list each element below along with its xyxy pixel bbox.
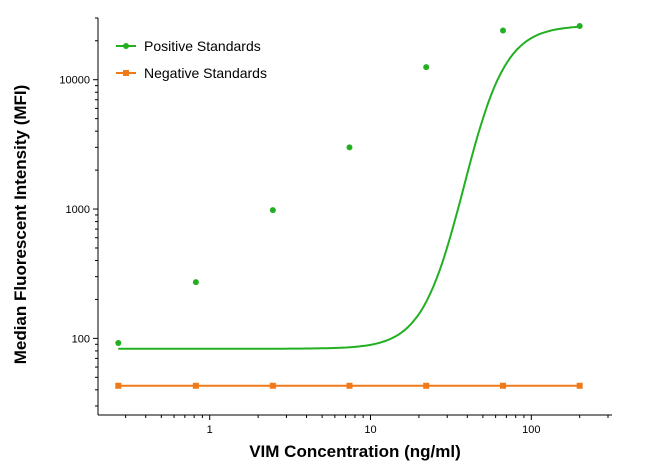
data-point	[269, 382, 276, 389]
series-positive	[115, 23, 583, 350]
data-point	[423, 382, 430, 389]
legend-marker	[123, 43, 129, 49]
y-tick-label: 1000	[66, 204, 90, 216]
y-tick-label: 100	[72, 333, 90, 345]
data-point	[423, 64, 430, 71]
x-axis: 1 10 100	[98, 414, 612, 436]
data-point	[500, 27, 507, 34]
y-axis: 100 1000 10000	[59, 17, 99, 415]
series-negative	[115, 382, 583, 389]
data-point	[346, 382, 353, 389]
y-tick-label: 10000	[59, 75, 90, 87]
x-tick-label: 100	[522, 424, 540, 436]
data-point	[192, 279, 199, 286]
data-point	[192, 382, 199, 389]
legend-marker	[123, 70, 129, 76]
y-axis-title: Median Fluorescent Intensity (MFI)	[11, 85, 30, 365]
data-point	[576, 382, 583, 389]
series-line	[118, 25, 579, 350]
x-axis-title: VIM Concentration (ng/ml)	[249, 442, 461, 461]
legend-label: Positive Standards	[144, 38, 261, 54]
plot-area	[115, 23, 583, 389]
legend-label: Negative Standards	[144, 65, 267, 81]
x-tick-label: 10	[364, 424, 376, 436]
data-point	[115, 340, 122, 347]
legend: Positive Standards Negative Standards	[116, 38, 267, 81]
data-point	[346, 144, 353, 151]
data-point	[500, 382, 507, 389]
data-point	[576, 23, 583, 30]
legend-item: Positive Standards	[116, 38, 261, 54]
data-point	[115, 382, 122, 389]
legend-item: Negative Standards	[116, 65, 267, 81]
data-point	[269, 207, 276, 214]
x-tick-label: 1	[207, 424, 213, 436]
